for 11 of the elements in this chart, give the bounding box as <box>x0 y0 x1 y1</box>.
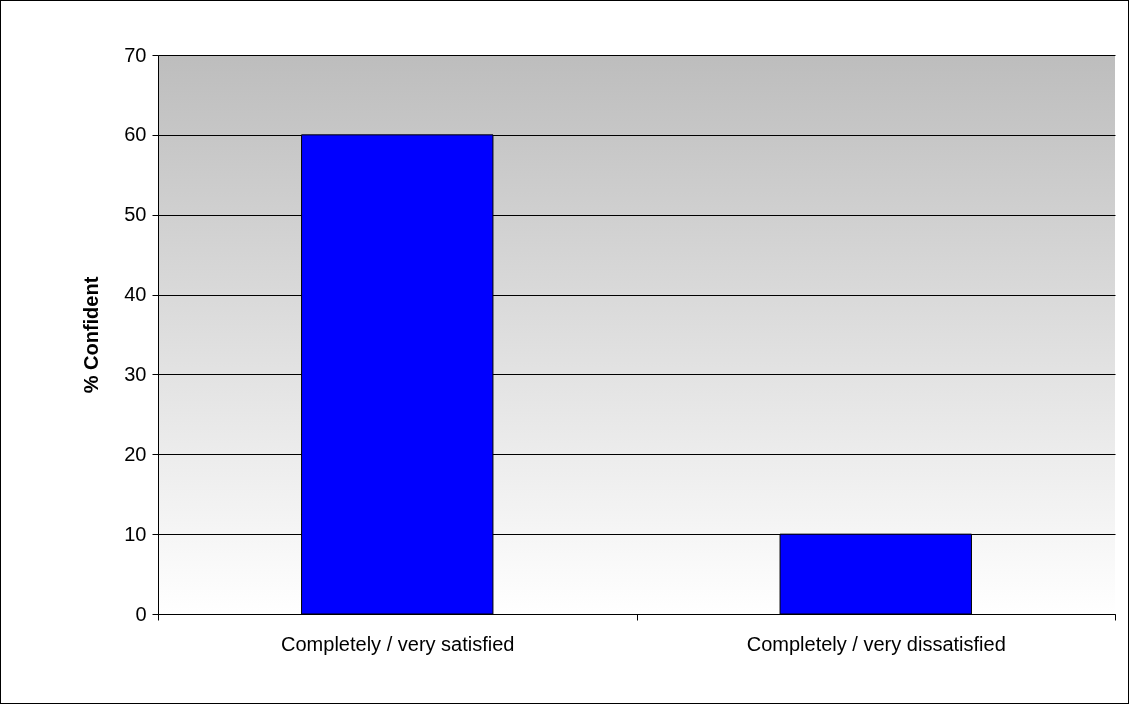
y-tick-label: 0 <box>135 602 147 625</box>
y-tick-label: 30 <box>124 362 147 385</box>
y-tick-label: 70 <box>124 43 147 66</box>
y-axis-title: % Confident <box>80 276 103 394</box>
y-tick-label: 50 <box>124 203 147 226</box>
y-tick-label: 60 <box>124 123 147 146</box>
x-tick-label: Completely / very dissatisfied <box>746 632 1006 655</box>
y-tick-label: 40 <box>124 283 147 306</box>
y-tick-label: 10 <box>124 522 147 545</box>
y-tick-label: 20 <box>124 442 147 465</box>
x-tick-label: Completely / very satisfied <box>281 632 515 655</box>
